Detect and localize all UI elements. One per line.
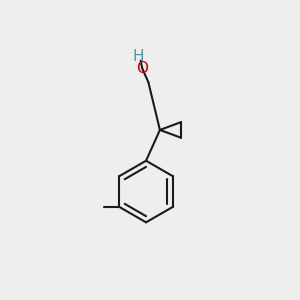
Text: H: H — [133, 49, 144, 64]
Text: O: O — [136, 61, 148, 76]
